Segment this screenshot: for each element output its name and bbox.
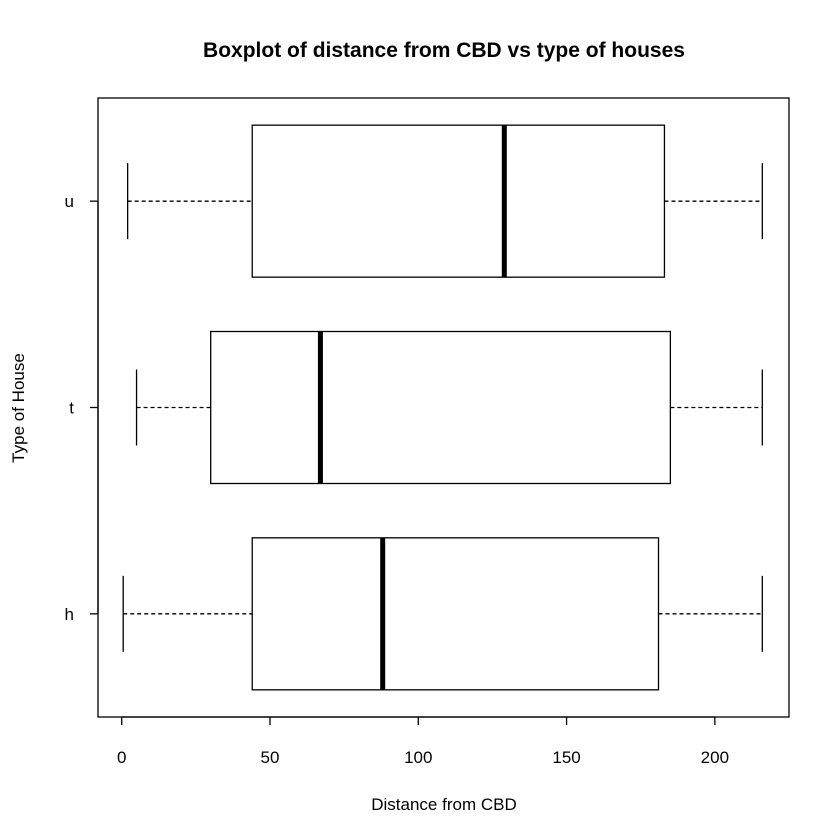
y-axis: h t u — [65, 192, 99, 624]
box-t — [135, 330, 763, 485]
x-axis: 0 50 100 150 200 — [117, 716, 729, 767]
iqr-box-t — [210, 330, 672, 485]
y-tick-label-t: t — [69, 399, 74, 418]
x-tick-label-0: 0 — [117, 748, 126, 767]
y-tick-label-u: u — [65, 192, 74, 211]
box-u — [127, 124, 763, 278]
x-tick-label-150: 150 — [552, 748, 580, 767]
y-axis-label: Type of House — [9, 353, 28, 463]
x-tick-label-50: 50 — [261, 748, 280, 767]
iqr-box-h — [251, 537, 660, 691]
x-tick-label-100: 100 — [404, 748, 432, 767]
y-tick-label-h: h — [65, 605, 74, 624]
x-tick-label-200: 200 — [701, 748, 729, 767]
chart-title: Boxplot of distance from CBD vs type of … — [203, 39, 685, 62]
box-h — [122, 537, 763, 691]
x-axis-label: Distance from CBD — [371, 795, 516, 814]
iqr-box-u — [251, 124, 666, 278]
box-series — [122, 124, 763, 691]
